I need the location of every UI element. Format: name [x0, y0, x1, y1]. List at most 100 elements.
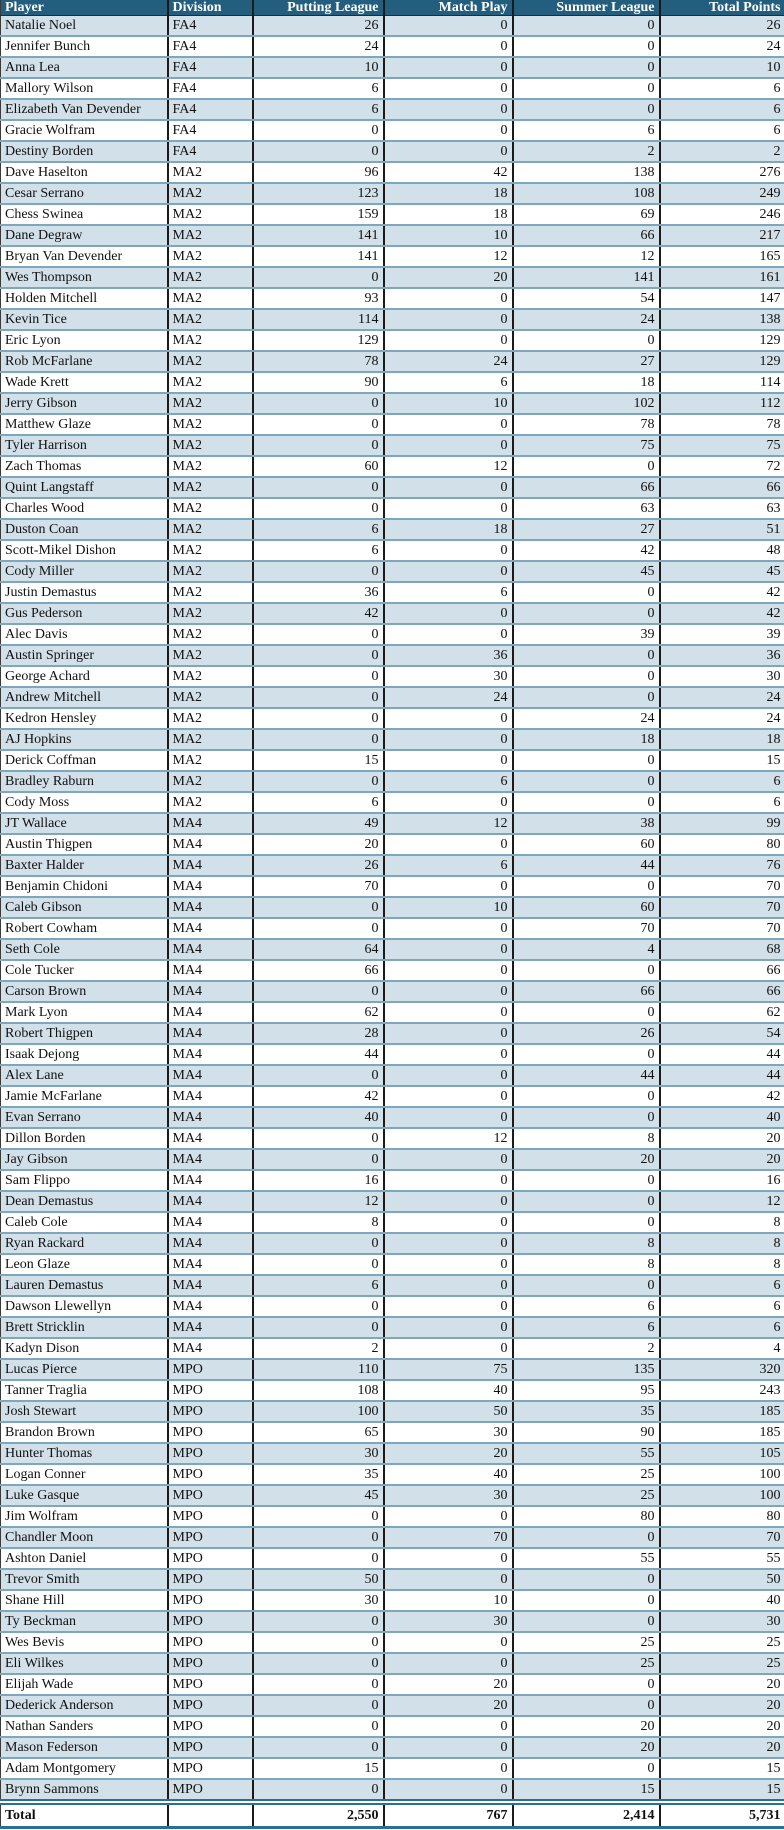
table-row: Dean Demastus MA4 12 0 0 12 [0, 1191, 784, 1214]
putting-cell: 26 [251, 15, 384, 38]
total-cell: 25 [658, 1653, 784, 1676]
total-cell: 39 [658, 624, 784, 647]
table-row: Ashton Daniel MPO 0 0 55 55 [0, 1548, 784, 1571]
putting-cell: 16 [251, 1170, 384, 1193]
table-row: Elijah Wade MPO 0 20 0 20 [0, 1674, 784, 1697]
table-row: Nathan Sanders MPO 0 0 20 20 [0, 1716, 784, 1739]
player-cell: Wes Thompson [0, 267, 168, 290]
table-row: Caleb Cole MA4 8 0 0 8 [0, 1212, 784, 1235]
table-row: Jamie McFarlane MA4 42 0 0 42 [0, 1086, 784, 1109]
total-division-cell [166, 1799, 253, 1830]
total-cell: 36 [658, 645, 784, 668]
column-header-division: Division [166, 0, 253, 17]
summer-cell: 95 [511, 1380, 660, 1403]
putting-cell: 100 [251, 1401, 384, 1424]
column-header-match: Match Play [382, 0, 513, 17]
player-cell: Dane Degraw [0, 225, 168, 248]
summer-cell: 0 [511, 1674, 660, 1697]
total-cell: 15 [658, 1758, 784, 1781]
putting-cell: 15 [251, 750, 384, 773]
player-cell: JT Wallace [0, 813, 168, 836]
table-row: Chandler Moon MPO 0 70 0 70 [0, 1527, 784, 1550]
table-row: Wes Thompson MA2 0 20 141 161 [0, 267, 784, 290]
division-cell: MPO [166, 1527, 253, 1550]
player-cell: George Achard [0, 666, 168, 689]
putting-cell: 28 [251, 1023, 384, 1046]
division-cell: MA4 [166, 1317, 253, 1340]
match-cell: 50 [382, 1401, 513, 1424]
match-cell: 0 [382, 78, 513, 101]
match-cell: 6 [382, 372, 513, 395]
summer-cell: 0 [511, 1212, 660, 1235]
player-cell: Dawson Llewellyn [0, 1296, 168, 1319]
total-cell: 138 [658, 309, 784, 332]
table-row: Rob McFarlane MA2 78 24 27 129 [0, 351, 784, 374]
total-total-cell: 5,731 [658, 1799, 784, 1830]
match-cell: 0 [382, 750, 513, 773]
summer-cell: 0 [511, 99, 660, 122]
division-cell: MA4 [166, 981, 253, 1004]
total-cell: 63 [658, 498, 784, 521]
summer-cell: 0 [511, 15, 660, 38]
summer-cell: 0 [511, 603, 660, 626]
total-cell: 20 [658, 1716, 784, 1739]
summer-cell: 15 [511, 1779, 660, 1804]
total-cell: 44 [658, 1044, 784, 1067]
match-cell: 0 [382, 414, 513, 437]
table-row: Benjamin Chidoni MA4 70 0 0 70 [0, 876, 784, 899]
match-cell: 0 [382, 561, 513, 584]
division-cell: MA4 [166, 1107, 253, 1130]
match-cell: 0 [382, 1212, 513, 1235]
player-cell: Ty Beckman [0, 1611, 168, 1634]
table-row: Chess Swinea MA2 159 18 69 246 [0, 204, 784, 227]
match-cell: 0 [382, 1149, 513, 1172]
player-cell: Cole Tucker [0, 960, 168, 983]
match-cell: 0 [382, 477, 513, 500]
total-cell: 20 [658, 1674, 784, 1697]
summer-cell: 0 [511, 1611, 660, 1634]
division-cell: MPO [166, 1695, 253, 1718]
putting-cell: 15 [251, 1758, 384, 1781]
division-cell: MA2 [166, 351, 253, 374]
player-cell: Bryan Van Devender [0, 246, 168, 269]
total-cell: 161 [658, 267, 784, 290]
division-cell: MA2 [166, 645, 253, 668]
division-cell: MPO [166, 1548, 253, 1571]
table-row: Robert Cowham MA4 0 0 70 70 [0, 918, 784, 941]
total-cell: 15 [658, 1779, 784, 1804]
player-cell: Dean Demastus [0, 1191, 168, 1214]
putting-cell: 0 [251, 120, 384, 143]
player-cell: Eric Lyon [0, 330, 168, 353]
match-cell: 42 [382, 162, 513, 185]
column-header-putting: Putting League [251, 0, 384, 17]
table-row: Brett Stricklin MA4 0 0 6 6 [0, 1317, 784, 1340]
table-row: Josh Stewart MPO 100 50 35 185 [0, 1401, 784, 1424]
putting-cell: 0 [251, 1674, 384, 1697]
division-cell: MPO [166, 1443, 253, 1466]
total-cell: 6 [658, 120, 784, 143]
table-row: Dederick Anderson MPO 0 20 0 20 [0, 1695, 784, 1718]
division-cell: FA4 [166, 36, 253, 59]
putting-cell: 141 [251, 246, 384, 269]
summer-cell: 18 [511, 729, 660, 752]
match-cell: 0 [382, 330, 513, 353]
total-cell: 20 [658, 1149, 784, 1172]
division-cell: MPO [166, 1569, 253, 1592]
total-cell: 100 [658, 1464, 784, 1487]
match-cell: 12 [382, 456, 513, 479]
division-cell: MA4 [166, 1233, 253, 1256]
match-cell: 10 [382, 897, 513, 920]
match-cell: 30 [382, 1485, 513, 1508]
division-cell: FA4 [166, 78, 253, 101]
division-cell: MA2 [166, 288, 253, 311]
division-cell: FA4 [166, 57, 253, 80]
total-cell: 66 [658, 981, 784, 1004]
putting-cell: 66 [251, 960, 384, 983]
player-cell: Alec Davis [0, 624, 168, 647]
putting-cell: 114 [251, 309, 384, 332]
summer-cell: 6 [511, 1317, 660, 1340]
player-cell: Jerry Gibson [0, 393, 168, 416]
summer-cell: 0 [511, 666, 660, 689]
putting-cell: 0 [251, 1779, 384, 1804]
total-cell: 54 [658, 1023, 784, 1046]
